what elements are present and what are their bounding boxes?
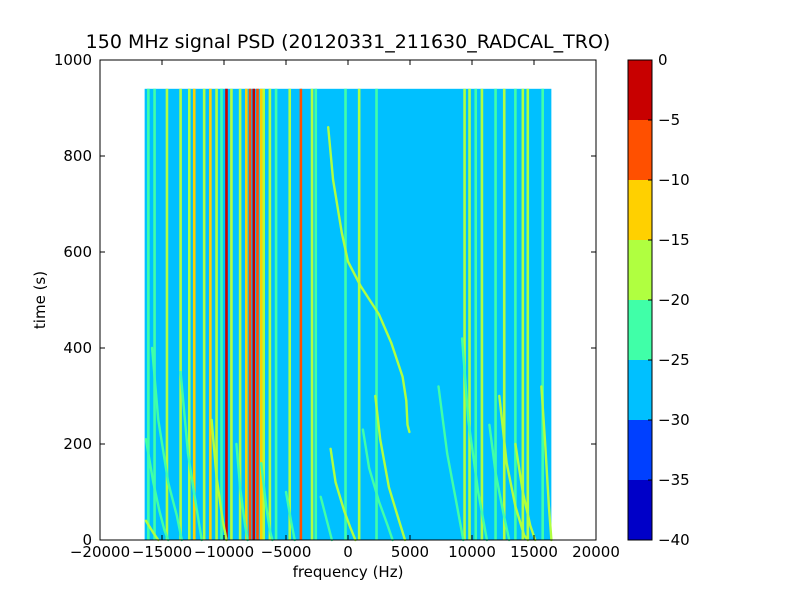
colorbar-tick-label: −20 (658, 291, 690, 309)
colorbar-segment (628, 60, 652, 120)
colorbar-tick-label: −35 (658, 471, 690, 489)
x-tick-label: −10000 (194, 543, 254, 561)
y-tick-label: 400 (63, 339, 92, 357)
x-tick-label: 5000 (391, 543, 429, 561)
drift-curve (179, 370, 203, 542)
y-axis-label: time (s) (31, 271, 49, 329)
colorbar-segment (628, 240, 652, 300)
heatmap-background (144, 88, 552, 541)
drift-curve (540, 385, 553, 542)
x-tick-label: 20000 (572, 543, 620, 561)
drift-curve (144, 519, 160, 542)
drift-curve (498, 394, 529, 542)
colorbar-segment (628, 480, 652, 540)
drift-curve (144, 438, 170, 542)
drift-curve (260, 462, 274, 542)
y-axis-ticks: 0 200 400 600 800 1000 (54, 51, 596, 549)
y-tick-label: 1000 (54, 51, 92, 69)
drift-curve (319, 495, 334, 542)
drift-curve (329, 447, 357, 542)
colorbar-tick-label: −15 (658, 231, 690, 249)
drift-curve (437, 385, 465, 542)
heatmap-layer (144, 88, 553, 542)
drift-curve (235, 442, 249, 542)
y-tick-label: 200 (63, 435, 92, 453)
colorbar: −40 −35 −30 −25 −20 −15 −10 −5 0 (627, 51, 690, 549)
x-tick-label: 10000 (448, 543, 496, 561)
colorbar-segment (628, 120, 652, 180)
drift-curve (374, 394, 407, 542)
colorbar-segment (628, 420, 652, 480)
colorbar-tick-label: 0 (658, 51, 668, 69)
drift-curve (460, 337, 489, 542)
colorbar-segment (628, 180, 652, 240)
x-axis-ticks: −20000 −15000 −10000 −5000 0 5000 10000 15000 20… (70, 60, 620, 561)
y-tick-label: 800 (63, 147, 92, 165)
colorbar-tick-label: −10 (658, 171, 690, 189)
colorbar-segment (628, 300, 652, 360)
x-tick-label: 0 (343, 543, 353, 561)
drift-curve (488, 423, 511, 542)
drift-curve (150, 346, 183, 542)
x-tick-label: 15000 (510, 543, 558, 561)
drift-curve (514, 442, 537, 542)
drift-curve (361, 428, 394, 542)
colorbar-tick-label: −5 (658, 111, 680, 129)
x-axis-label: frequency (Hz) (293, 563, 404, 581)
colorbar-tick-label: −25 (658, 351, 690, 369)
drift-curve (327, 126, 411, 434)
y-tick-label: 0 (82, 531, 92, 549)
colorbar-tick-label: −30 (658, 411, 690, 429)
x-tick-label: −20000 (70, 543, 130, 561)
plot-area: −20000 −15000 −10000 −5000 0 5000 10000 15000 20… (54, 51, 620, 561)
drift-curve (284, 490, 296, 542)
x-tick-label: −15000 (132, 543, 192, 561)
chart-title: 150 MHz signal PSD (20120331_211630_RADC… (86, 31, 611, 53)
colorbar-tick-label: −40 (658, 531, 690, 549)
x-tick-label: −5000 (261, 543, 312, 561)
drift-curve (210, 418, 228, 542)
y-tick-label: 600 (63, 243, 92, 261)
colorbar-segment (628, 360, 652, 420)
